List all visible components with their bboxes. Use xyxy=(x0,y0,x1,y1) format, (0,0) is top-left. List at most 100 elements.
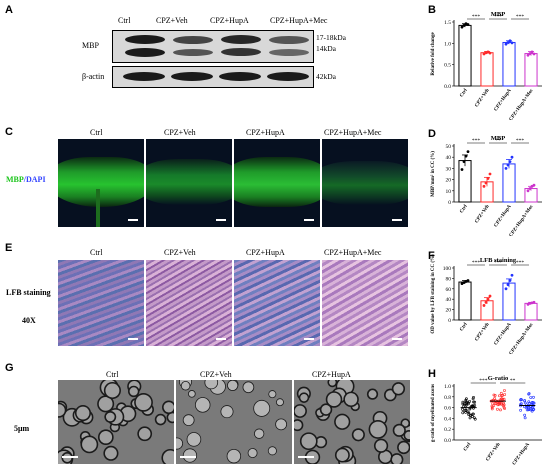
wb-group-ctrl: Ctrl xyxy=(118,16,131,25)
data-point xyxy=(464,154,468,158)
em-axon xyxy=(335,415,349,429)
panel-a-groups: Ctrl CPZ+Veh CPZ+HupA CPZ+HupA+Mec xyxy=(110,16,330,28)
data-point xyxy=(506,163,510,167)
x-tick-label: CPZ+HupA xyxy=(494,88,513,112)
data-point xyxy=(508,39,512,43)
em-scale-label: 5μm xyxy=(14,424,30,433)
if-label-mbp: MBP xyxy=(6,175,24,184)
em-axon xyxy=(353,429,364,440)
em-axon xyxy=(268,447,277,455)
em-scale-bar xyxy=(180,456,196,458)
if-image-cpz-hupa xyxy=(234,139,320,227)
em-axon xyxy=(316,437,326,447)
em-axon xyxy=(195,397,210,412)
if-image-cpz-veh xyxy=(146,139,232,227)
panel-label-g: G xyxy=(5,362,14,374)
data-point xyxy=(510,273,514,277)
lfb-group-ctrl: Ctrl xyxy=(90,248,103,257)
data-point xyxy=(496,407,499,411)
em-axon xyxy=(276,399,284,406)
data-point xyxy=(471,397,475,401)
em-axon xyxy=(294,405,306,417)
em-axon xyxy=(227,449,241,463)
x-tick-label: Ctrl xyxy=(463,442,473,453)
wb-group-cpz-hupa-mec: CPZ+HupA+Mec xyxy=(270,16,328,25)
em-axon xyxy=(105,412,115,422)
data-point xyxy=(461,402,465,406)
x-tick-label: CPZ+HupA+Mec xyxy=(509,88,535,120)
y-tick-label: 60 xyxy=(446,287,452,293)
data-point xyxy=(462,160,466,164)
data-point xyxy=(488,294,492,298)
em-axon xyxy=(254,400,270,417)
bar xyxy=(458,281,472,321)
data-point xyxy=(502,397,506,401)
data-point xyxy=(506,41,510,44)
data-point xyxy=(493,402,497,405)
data-point xyxy=(508,160,512,164)
if-group-ctrl: Ctrl xyxy=(90,128,103,137)
em-axon xyxy=(138,428,151,440)
em-axon xyxy=(370,421,386,438)
data-point xyxy=(467,402,470,406)
wb-actin-blot xyxy=(112,66,314,88)
lfb-image-ctrl xyxy=(58,260,144,346)
data-point xyxy=(520,398,523,402)
if-image-ctrl xyxy=(58,139,144,227)
y-tick-label: 0.8 xyxy=(444,395,451,401)
data-point xyxy=(466,23,470,26)
y-tick-label: 20 xyxy=(446,308,452,314)
lfb-side-label: LFB staining xyxy=(6,288,51,297)
data-point xyxy=(523,413,527,417)
data-point xyxy=(468,416,472,420)
data-point xyxy=(504,42,508,46)
em-axon xyxy=(183,449,197,462)
data-point xyxy=(482,184,486,188)
data-point xyxy=(472,416,476,420)
data-point xyxy=(504,287,508,291)
data-point xyxy=(464,397,468,401)
em-axon xyxy=(181,381,190,390)
x-tick-label: Ctrl xyxy=(459,204,469,215)
panel-label-a: A xyxy=(5,4,13,16)
data-point xyxy=(504,167,508,170)
data-point xyxy=(471,412,475,416)
y-tick-label: 0 xyxy=(448,318,451,324)
bar xyxy=(458,160,472,203)
panel-label-h: H xyxy=(428,368,436,380)
panel-label-d: D xyxy=(428,128,436,140)
em-axon xyxy=(187,432,201,446)
wb-group-cpz-veh: CPZ+Veh xyxy=(156,16,188,25)
em-axon xyxy=(379,451,392,463)
x-tick-label: CPZ+HupA xyxy=(494,322,513,346)
data-point xyxy=(466,150,470,153)
data-point xyxy=(503,407,506,410)
data-point xyxy=(508,279,512,282)
data-point xyxy=(526,189,530,193)
em-axon xyxy=(294,420,302,430)
em-axon xyxy=(104,447,117,460)
data-point xyxy=(482,304,486,307)
data-point xyxy=(502,403,506,407)
data-point xyxy=(490,406,494,409)
wb-group-cpz-hupa: CPZ+HupA xyxy=(210,16,249,25)
panel-label-e: E xyxy=(5,242,13,254)
data-point xyxy=(532,395,535,399)
x-tick-label: CPZ+Veh xyxy=(485,442,501,462)
em-axon xyxy=(398,442,409,453)
data-point xyxy=(527,400,531,404)
em-axon xyxy=(76,406,90,420)
data-point xyxy=(510,155,514,159)
wb-mbp-blot xyxy=(112,30,314,63)
em-axon xyxy=(248,448,257,458)
x-tick-label: CPZ+HupA+Mec xyxy=(509,322,535,354)
em-axon xyxy=(82,437,97,452)
x-tick-label: CPZ+Veh xyxy=(474,204,490,224)
bar xyxy=(524,53,538,87)
data-point xyxy=(464,410,468,414)
y-tick-label: 0 xyxy=(448,200,451,206)
if-group-cpz-hupa-mec: CPZ+HupA+Mec xyxy=(324,128,382,137)
data-point xyxy=(528,52,532,55)
if-group-cpz-veh: CPZ+Veh xyxy=(164,128,196,137)
chart-title: MBP xyxy=(491,135,505,142)
